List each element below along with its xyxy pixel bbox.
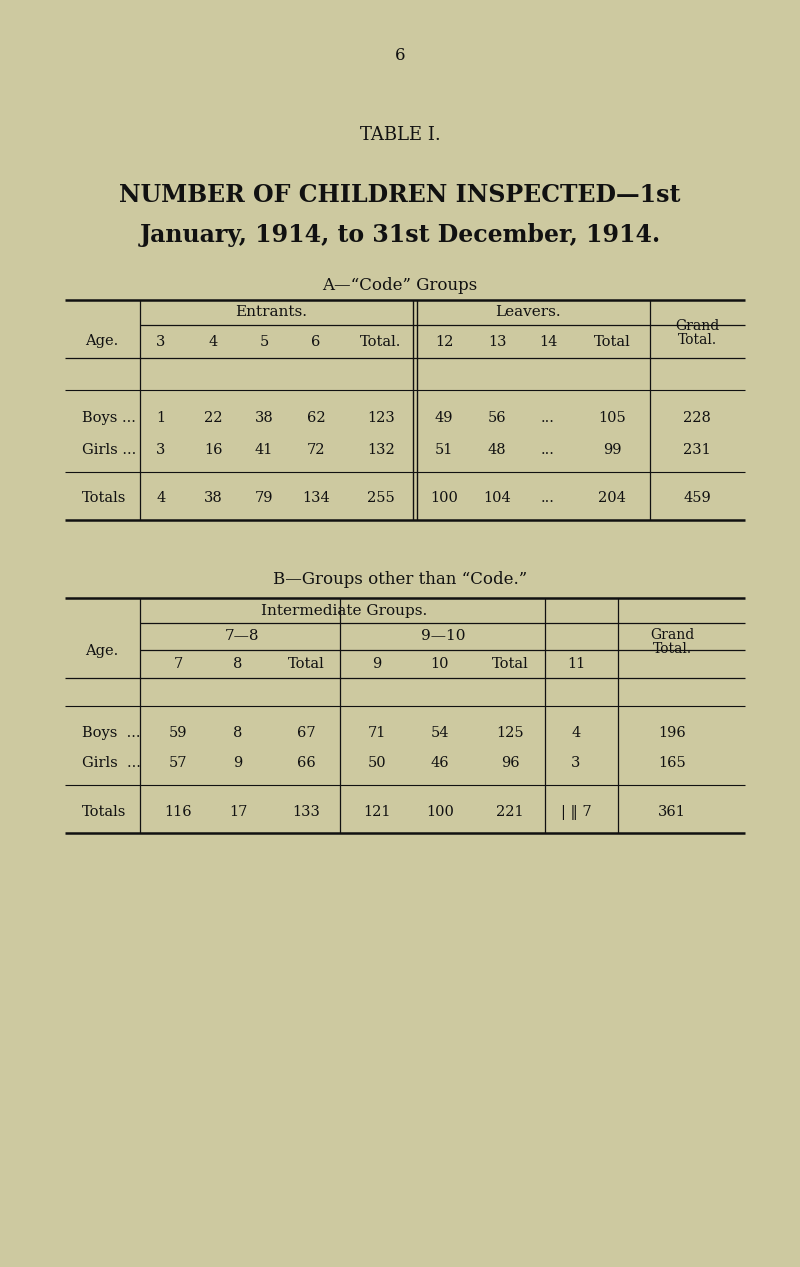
Text: Total: Total: [492, 658, 528, 672]
Text: Totals: Totals: [82, 805, 126, 818]
Text: 66: 66: [297, 756, 315, 770]
Text: 50: 50: [368, 756, 386, 770]
Text: Total: Total: [288, 658, 324, 672]
Text: 46: 46: [430, 756, 450, 770]
Text: 3: 3: [571, 756, 581, 770]
Text: 204: 204: [598, 492, 626, 506]
Text: 9: 9: [234, 756, 242, 770]
Text: ...: ...: [541, 443, 555, 457]
Text: 165: 165: [658, 756, 686, 770]
Text: 67: 67: [297, 726, 315, 740]
Text: 51: 51: [435, 443, 453, 457]
Text: Boys ...: Boys ...: [82, 411, 136, 424]
Text: 57: 57: [169, 756, 187, 770]
Text: Girls  ...: Girls ...: [82, 756, 141, 770]
Text: 9—10: 9—10: [422, 630, 466, 644]
Text: | ‖ 7: | ‖ 7: [561, 805, 591, 820]
Text: Totals: Totals: [82, 492, 126, 506]
Text: 16: 16: [204, 443, 222, 457]
Text: 104: 104: [483, 492, 511, 506]
Text: Age.: Age.: [86, 334, 118, 348]
Text: Boys  ...: Boys ...: [82, 726, 141, 740]
Text: Age.: Age.: [86, 644, 118, 658]
Text: 231: 231: [683, 443, 711, 457]
Text: Total.: Total.: [653, 642, 691, 656]
Text: NUMBER OF CHILDREN INSPECTED—1st: NUMBER OF CHILDREN INSPECTED—1st: [119, 182, 681, 207]
Text: ...: ...: [541, 492, 555, 506]
Text: 5: 5: [259, 334, 269, 348]
Text: Intermediate Groups.: Intermediate Groups.: [261, 603, 427, 617]
Text: 6: 6: [394, 47, 406, 63]
Text: 79: 79: [254, 492, 274, 506]
Text: 99: 99: [602, 443, 622, 457]
Text: 116: 116: [164, 805, 192, 818]
Text: 9: 9: [372, 658, 382, 672]
Text: Total.: Total.: [360, 334, 402, 348]
Text: TABLE I.: TABLE I.: [360, 125, 440, 144]
Text: B—Groups other than “Code.”: B—Groups other than “Code.”: [273, 571, 527, 588]
Text: 48: 48: [488, 443, 506, 457]
Text: 59: 59: [169, 726, 187, 740]
Text: Total.: Total.: [678, 333, 717, 347]
Text: 4: 4: [208, 334, 218, 348]
Text: 49: 49: [434, 411, 454, 424]
Text: A—“Code” Groups: A—“Code” Groups: [322, 276, 478, 294]
Text: 14: 14: [539, 334, 557, 348]
Text: 7: 7: [174, 658, 182, 672]
Text: 7—8: 7—8: [225, 630, 259, 644]
Text: 121: 121: [363, 805, 390, 818]
Text: 100: 100: [426, 805, 454, 818]
Text: 8: 8: [234, 658, 242, 672]
Text: 3: 3: [156, 334, 166, 348]
Text: 132: 132: [367, 443, 395, 457]
Text: 125: 125: [496, 726, 524, 740]
Text: Girls ...: Girls ...: [82, 443, 136, 457]
Text: 6: 6: [311, 334, 321, 348]
Text: 3: 3: [156, 443, 166, 457]
Text: 221: 221: [496, 805, 524, 818]
Text: 38: 38: [254, 411, 274, 424]
Text: 4: 4: [156, 492, 166, 506]
Text: 459: 459: [683, 492, 711, 506]
Text: 22: 22: [204, 411, 222, 424]
Text: 12: 12: [435, 334, 453, 348]
Text: 11: 11: [567, 658, 585, 672]
Text: 133: 133: [292, 805, 320, 818]
Text: 56: 56: [488, 411, 506, 424]
Text: 17: 17: [229, 805, 247, 818]
Text: Entrants.: Entrants.: [235, 305, 307, 319]
Text: 100: 100: [430, 492, 458, 506]
Text: 54: 54: [430, 726, 450, 740]
Text: 123: 123: [367, 411, 395, 424]
Text: 96: 96: [501, 756, 519, 770]
Text: 361: 361: [658, 805, 686, 818]
Text: 4: 4: [571, 726, 581, 740]
Text: 105: 105: [598, 411, 626, 424]
Text: Leavers.: Leavers.: [495, 305, 561, 319]
Text: 41: 41: [255, 443, 273, 457]
Text: 38: 38: [204, 492, 222, 506]
Text: Grand: Grand: [675, 319, 719, 333]
Text: Grand: Grand: [650, 628, 694, 642]
Text: 13: 13: [488, 334, 506, 348]
Text: 72: 72: [306, 443, 326, 457]
Text: 196: 196: [658, 726, 686, 740]
Text: 255: 255: [367, 492, 395, 506]
Text: 62: 62: [306, 411, 326, 424]
Text: 10: 10: [430, 658, 450, 672]
Text: 228: 228: [683, 411, 711, 424]
Text: 8: 8: [234, 726, 242, 740]
Text: 134: 134: [302, 492, 330, 506]
Text: 71: 71: [368, 726, 386, 740]
Text: January, 1914, to 31st December, 1914.: January, 1914, to 31st December, 1914.: [139, 223, 661, 247]
Text: Total: Total: [594, 334, 630, 348]
Text: 1: 1: [157, 411, 166, 424]
Text: ...: ...: [541, 411, 555, 424]
